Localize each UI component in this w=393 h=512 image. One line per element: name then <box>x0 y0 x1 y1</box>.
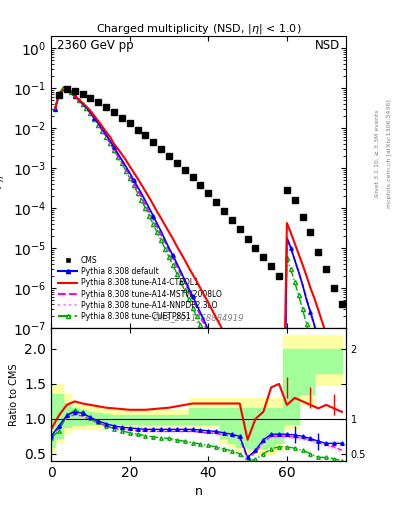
Title: Charged multiplicity (NSD, |$\eta$| < 1.0): Charged multiplicity (NSD, |$\eta$| < 1.… <box>96 22 301 36</box>
X-axis label: n: n <box>195 485 202 498</box>
Text: 2360 GeV pp: 2360 GeV pp <box>57 39 134 52</box>
Y-axis label: $P_n$: $P_n$ <box>0 175 7 189</box>
Legend: CMS, Pythia 8.308 default, Pythia 8.308 tune-A14-CTEQL1, Pythia 8.308 tune-A14-M: CMS, Pythia 8.308 default, Pythia 8.308 … <box>55 252 225 324</box>
Text: mcplots.cern.ch [arXiv:1306.3436]: mcplots.cern.ch [arXiv:1306.3436] <box>387 99 391 208</box>
Y-axis label: Ratio to CMS: Ratio to CMS <box>9 363 19 425</box>
Text: CMS_2011_S8884919: CMS_2011_S8884919 <box>153 313 244 322</box>
Text: NSD: NSD <box>315 39 340 52</box>
Text: Rivet 3.1.10, ≥ 3.3M events: Rivet 3.1.10, ≥ 3.3M events <box>375 110 380 198</box>
